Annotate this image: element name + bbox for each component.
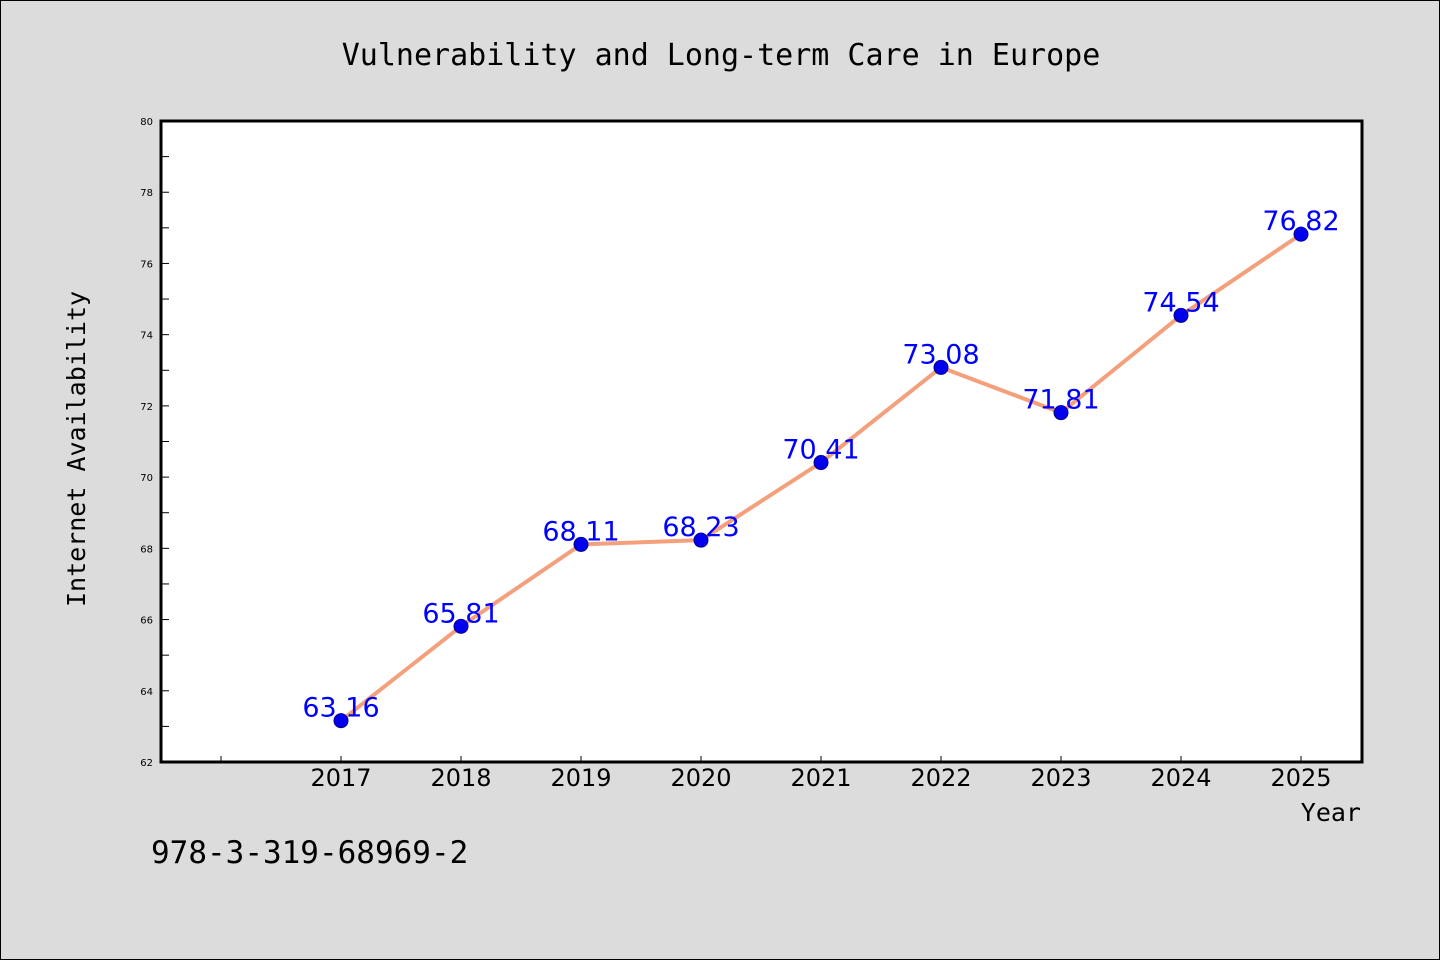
y-tick-label: 64 (140, 687, 153, 698)
y-tick-label: 80 (140, 117, 153, 128)
data-point (333, 713, 349, 729)
y-tick-label: 66 (140, 616, 153, 627)
data-label: 73.08 (902, 339, 979, 370)
x-tick-label: 2022 (910, 764, 971, 792)
isbn-text: 978-3-319-68969-2 (151, 835, 469, 871)
data-point (693, 532, 709, 548)
data-point (1173, 307, 1189, 323)
data-point (1293, 226, 1309, 242)
x-tick-label: 2021 (790, 764, 851, 792)
chart-title: Vulnerability and Long-term Care in Euro… (342, 38, 1101, 73)
data-point (1053, 405, 1069, 421)
y-tick-label: 62 (140, 758, 153, 769)
x-tick-label: 2024 (1150, 764, 1211, 792)
y-axis-label: Internet Availability (62, 291, 91, 607)
data-label: 63.16 (302, 693, 379, 724)
data-point (573, 536, 589, 552)
data-label: 71.81 (1022, 385, 1099, 416)
y-tick-label: 76 (140, 259, 153, 270)
data-label: 68.11 (542, 516, 619, 547)
y-tick-label: 72 (140, 402, 153, 413)
x-tick-label: 2025 (1270, 764, 1331, 792)
y-tick-label: 70 (140, 473, 153, 484)
y-tick-label: 74 (140, 331, 153, 342)
data-label: 70.41 (782, 435, 859, 466)
x-tick-label: 2019 (550, 764, 611, 792)
data-point (933, 359, 949, 375)
x-axis-label: Year (1301, 798, 1361, 827)
x-tick-label: 2020 (670, 764, 731, 792)
data-label: 74.54 (1142, 287, 1219, 318)
data-point (813, 455, 829, 471)
x-tick-label: 2018 (430, 764, 491, 792)
data-label: 76.82 (1262, 206, 1339, 237)
y-tick-label: 78 (140, 188, 153, 199)
y-tick-label: 68 (140, 544, 153, 555)
x-tick-label: 2023 (1030, 764, 1091, 792)
data-label: 68.23 (662, 512, 739, 543)
data-label: 65.81 (422, 598, 499, 629)
data-point (453, 618, 469, 634)
axis-ticks: 62 64 66 68 70 72 74 76 78 80 2017 2018 2019 2020 2021… (140, 117, 1331, 792)
x-tick-label: 2017 (310, 764, 371, 792)
series-group: 63.16 65.81 68.11 68.23 70.41 73.08 71.81 74.54… (302, 206, 1340, 729)
plot-area (159, 119, 1364, 764)
